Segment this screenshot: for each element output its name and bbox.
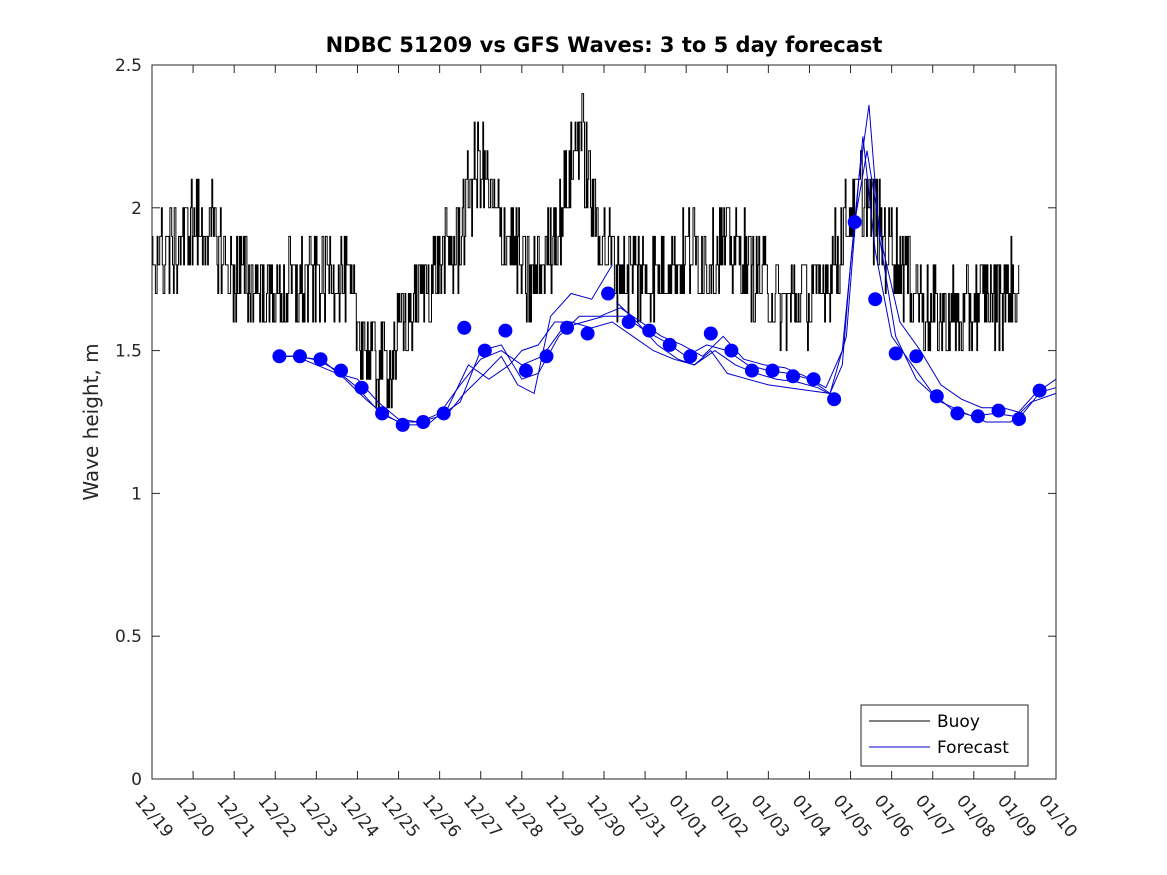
y-tick-label: 2: [131, 199, 142, 219]
forecast-marker: [272, 349, 287, 364]
forecast-line: [275, 150, 1057, 423]
y-tick-label: 1: [131, 484, 142, 504]
forecast-marker: [703, 326, 718, 341]
y-tick-label: 0: [131, 770, 142, 790]
forecast-marker: [416, 415, 431, 429]
forecast-markers: [272, 215, 1047, 432]
forecast-marker: [354, 380, 369, 395]
forecast-marker: [621, 315, 636, 329]
forecast-marker: [868, 292, 883, 307]
forecast-marker: [436, 406, 451, 421]
forecast-line: [615, 301, 835, 397]
chart-title: NDBC 51209 vs GFS Waves: 3 to 5 day fore…: [326, 33, 883, 57]
legend: Buoy Forecast: [860, 704, 1029, 767]
forecast-marker: [334, 363, 348, 378]
forecast-marker: [375, 406, 390, 421]
y-tick-labels: 0 0.5 1 1.5 2 2.5: [115, 56, 142, 790]
forecast-marker: [724, 343, 739, 358]
plot-frame: [151, 64, 1057, 780]
forecast-marker: [498, 323, 513, 338]
forecast-marker: [991, 403, 1006, 418]
forecast-marker: [909, 349, 924, 364]
forecast-line: [447, 264, 613, 414]
forecast-marker: [601, 286, 616, 301]
forecast-marker: [292, 349, 307, 364]
legend-box: [860, 704, 1029, 767]
forecast-marker: [827, 392, 842, 407]
y-tick-label: 1.5: [115, 342, 142, 362]
forecast-marker: [539, 349, 554, 364]
legend-buoy-label: Buoy: [937, 712, 980, 732]
forecast-marker: [806, 372, 821, 387]
y-axis-label: Wave height, m: [79, 343, 103, 500]
forecast-marker: [950, 406, 965, 421]
forecast-marker: [642, 323, 657, 338]
forecast-marker: [1032, 383, 1047, 398]
forecast-marker: [1012, 412, 1026, 427]
forecast-marker: [888, 346, 903, 361]
forecast-marker: [744, 363, 759, 378]
y-tick-label: 2.5: [115, 56, 142, 76]
forecast-marker: [477, 343, 492, 358]
buoy-series: [152, 93, 1020, 409]
forecast-marker: [683, 349, 698, 364]
forecast-marker: [395, 417, 410, 432]
forecast-marker: [765, 363, 780, 378]
plot-area: [152, 65, 1056, 779]
forecast-marker: [929, 389, 944, 404]
forecast-marker: [970, 409, 985, 424]
forecast-marker: [847, 215, 862, 230]
forecast-marker: [662, 337, 677, 352]
forecast-marker: [457, 320, 472, 335]
y-tick-label: 0.5: [115, 627, 142, 647]
forecast-marker: [313, 352, 328, 367]
legend-forecast-label: Forecast: [937, 738, 1009, 758]
forecast-marker: [786, 369, 800, 384]
forecast-marker: [580, 326, 595, 341]
forecast-marker: [518, 363, 533, 378]
buoy-line: [152, 93, 1020, 409]
forecast-marker: [560, 320, 574, 335]
